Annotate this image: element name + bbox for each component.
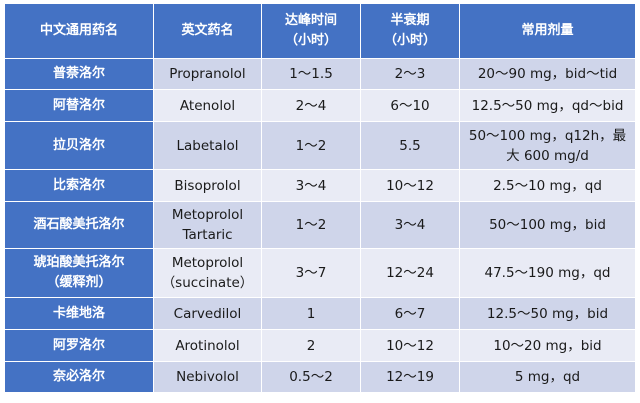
cell-english-name-line: Tartaric xyxy=(182,227,233,243)
header-half-life: 半衰期 （小时） xyxy=(360,3,460,59)
cell-english-name: Labetalol xyxy=(153,121,262,170)
cell-tmax: 3～4 xyxy=(261,169,361,202)
cell-english-name: Carvedilol xyxy=(153,297,262,330)
cell-generic-name: 阿替洛尔 xyxy=(4,89,154,122)
cell-tmax: 2 xyxy=(261,329,361,362)
cell-half-life: 2～3 xyxy=(360,58,460,90)
cell-dosage: 10～20 mg，bid xyxy=(459,329,636,362)
table-row: 阿替洛尔 Atenolol 2～4 6～10 12.5～50 mg，qd～bid xyxy=(4,89,636,122)
table-row: 拉贝洛尔 Labetalol 1～2 5.5 50～100 mg，q12h，最大 600… xyxy=(4,121,636,170)
cell-generic-name: 酒石酸美托洛尔 xyxy=(4,201,154,249)
cell-half-life: 10～12 xyxy=(360,329,460,362)
cell-generic-name: 阿罗洛尔 xyxy=(4,329,154,362)
header-dosage: 常用剂量 xyxy=(459,3,636,59)
cell-dosage: 50～100 mg，q12h，最大 600 mg/d xyxy=(459,121,636,170)
cell-generic-name-line: 阿罗洛尔 xyxy=(52,337,105,353)
cell-dosage: 12.5～50 mg，qd～bid xyxy=(459,89,636,122)
header-tmax-line: 达峰时间 xyxy=(284,13,337,28)
cell-english-name-line: （succinate） xyxy=(161,275,254,291)
cell-generic-name: 普萘洛尔 xyxy=(4,58,154,90)
cell-dosage-line: 2.5～10 mg，qd xyxy=(493,177,602,194)
table-row: 酒石酸美托洛尔 Metoprolol Tartaric 1～2 3～4 50～100 mg… xyxy=(4,201,636,249)
cell-generic-name: 奈必洛尔 xyxy=(4,361,154,393)
header-row: 中文通用药名 英文药名 达峰时间 （小时） 半衰期 （小时） 常用剂量 xyxy=(4,3,636,59)
header-tmax-unit: （小时） xyxy=(284,33,337,48)
cell-dosage-line: 大 600 mg/d xyxy=(506,147,589,164)
cell-dosage: 12.5～50 mg，bid xyxy=(459,297,636,330)
cell-generic-name-line: 拉贝洛尔 xyxy=(52,137,105,153)
header-generic-name: 中文通用药名 xyxy=(4,3,154,59)
header-half-life-unit: （小时） xyxy=(383,33,436,48)
cell-generic-name-line: 比索洛尔 xyxy=(52,177,105,193)
table-row: 奈必洛尔 Nebivolol 0.5～2 12～19 5 mg，qd xyxy=(4,361,636,393)
cell-english-name: Atenolol xyxy=(153,89,262,122)
cell-generic-name: 比索洛尔 xyxy=(4,169,154,202)
cell-dosage-line: 20～90 mg，bid～tid xyxy=(477,66,618,82)
cell-english-name-line: Propranolol xyxy=(169,66,246,82)
cell-generic-name-line: 奈必洛尔 xyxy=(52,369,105,384)
cell-dosage-line: 12.5～50 mg，qd～bid xyxy=(471,97,624,114)
cell-tmax: 1 xyxy=(261,297,361,330)
cell-english-name-line: Bisoprolol xyxy=(174,177,241,194)
cell-dosage-line: 12.5～50 mg，bid xyxy=(486,305,609,322)
cell-english-name: Arotinolol xyxy=(153,329,262,362)
cell-dosage: 20～90 mg，bid～tid xyxy=(459,58,636,90)
cell-half-life: 6～7 xyxy=(360,297,460,330)
cell-generic-name-line: （缓释剂） xyxy=(46,275,112,290)
cell-dosage-line: 5 mg，qd xyxy=(514,369,581,385)
cell-generic-name: 拉贝洛尔 xyxy=(4,121,154,170)
table-row: 比索洛尔 Bisoprolol 3～4 10～12 2.5～10 mg，qd xyxy=(4,169,636,202)
cell-tmax: 1～2 xyxy=(261,121,361,170)
table-row: 琥珀酸美托洛尔 （缓释剂） Metoprolol （succinate） 3～7 12～2… xyxy=(4,248,636,298)
cell-english-name: Nebivolol xyxy=(153,361,262,393)
cell-dosage: 50～100 mg，bid xyxy=(459,201,636,249)
table-row: 卡维地洛 Carvedilol 1 6～7 12.5～50 mg，bid xyxy=(4,297,636,330)
cell-half-life: 5.5 xyxy=(360,121,460,170)
cell-english-name-line: Atenolol xyxy=(179,97,236,114)
beta-blocker-table: 中文通用药名 英文药名 达峰时间 （小时） 半衰期 （小时） 常用剂量 普萘洛尔… xyxy=(4,3,636,393)
cell-generic-name-line: 阿替洛尔 xyxy=(52,97,105,113)
cell-dosage: 2.5～10 mg，qd xyxy=(459,169,636,202)
cell-dosage: 5 mg，qd xyxy=(459,361,636,393)
header-tmax: 达峰时间 （小时） xyxy=(261,3,361,59)
cell-tmax: 0.5～2 xyxy=(261,361,361,393)
cell-dosage-line: 10～20 mg，bid xyxy=(493,337,602,354)
cell-half-life: 12～24 xyxy=(360,248,460,298)
cell-generic-name: 琥珀酸美托洛尔 （缓释剂） xyxy=(4,248,154,298)
table-row: 阿罗洛尔 Arotinolol 2 10～12 10～20 mg，bid xyxy=(4,329,636,362)
cell-dosage-line: 50～100 mg，bid xyxy=(489,217,606,233)
cell-english-name: Metoprolol Tartaric xyxy=(153,201,262,249)
table-row: 普萘洛尔 Propranolol 1～1.5 2～3 20～90 mg，bid～tid xyxy=(4,58,636,90)
cell-english-name-line: Carvedilol xyxy=(173,305,242,322)
cell-generic-name: 卡维地洛 xyxy=(4,297,154,330)
cell-half-life: 3～4 xyxy=(360,201,460,249)
cell-generic-name-line: 普萘洛尔 xyxy=(52,66,105,81)
cell-tmax: 1～2 xyxy=(261,201,361,249)
cell-english-name-line: Arotinolol xyxy=(175,337,240,354)
cell-english-name-line: Labetalol xyxy=(176,137,239,154)
cell-english-name-line: Metoprolol xyxy=(171,207,244,223)
header-half-life-line: 半衰期 xyxy=(390,13,430,28)
cell-half-life: 10～12 xyxy=(360,169,460,202)
header-english-name: 英文药名 xyxy=(153,3,262,59)
cell-generic-name-line: 卡维地洛 xyxy=(52,305,105,321)
cell-english-name: Propranolol xyxy=(153,58,262,90)
cell-generic-name-line: 琥珀酸美托洛尔 xyxy=(33,255,125,270)
cell-dosage: 47.5～190 mg，qd xyxy=(459,248,636,298)
cell-english-name-line: Metoprolol xyxy=(171,255,244,271)
cell-generic-name-line: 酒石酸美托洛尔 xyxy=(33,217,125,232)
cell-half-life: 12～19 xyxy=(360,361,460,393)
cell-english-name-line: Nebivolol xyxy=(176,369,239,385)
cell-dosage-line: 50～100 mg，q12h，最 xyxy=(468,127,627,144)
cell-half-life: 6～10 xyxy=(360,89,460,122)
cell-english-name: Metoprolol （succinate） xyxy=(153,248,262,298)
cell-dosage-line: 47.5～190 mg，qd xyxy=(484,265,611,281)
cell-english-name: Bisoprolol xyxy=(153,169,262,202)
cell-tmax: 2～4 xyxy=(261,89,361,122)
cell-tmax: 3～7 xyxy=(261,248,361,298)
cell-tmax: 1～1.5 xyxy=(261,58,361,90)
